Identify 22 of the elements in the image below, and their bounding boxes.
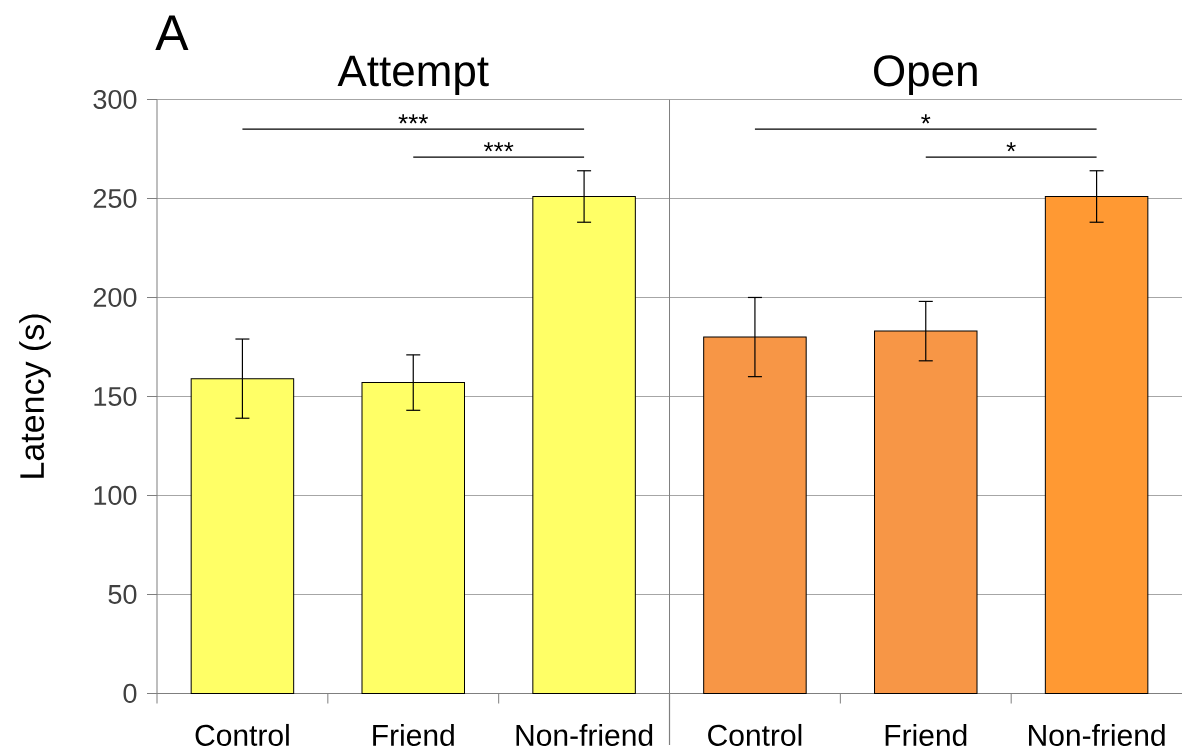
y-tick-label: 150 — [94, 386, 137, 407]
chart-subtitle: Open — [874, 55, 977, 96]
x-tick-label: Control — [708, 723, 802, 746]
bar — [532, 196, 636, 694]
x-tick-label: Friend — [885, 723, 967, 746]
y-tick-label: 250 — [93, 188, 137, 209]
annotation: * — [1006, 142, 1016, 152]
x-tick-label: Non-friend — [516, 723, 653, 746]
chart-subtitle: Attempt — [337, 55, 489, 96]
y-tick-label: 300 — [93, 89, 137, 110]
x-tick-label: Non-friend — [1029, 723, 1165, 746]
annotation: * — [921, 114, 931, 124]
x-tick-label: Control — [195, 723, 289, 746]
x-tick-label: Friend — [373, 723, 454, 746]
annotation: *** — [483, 142, 514, 152]
y-axis-title: Latency (s) — [19, 314, 51, 478]
y-tick-label: 50 — [108, 584, 137, 604]
annotation: *** — [398, 114, 429, 124]
chart-title: A — [155, 15, 189, 50]
y-tick-label: 0 — [123, 683, 137, 703]
y-tick-label: 200 — [93, 287, 137, 308]
y-tick-label: 100 — [94, 485, 137, 505]
